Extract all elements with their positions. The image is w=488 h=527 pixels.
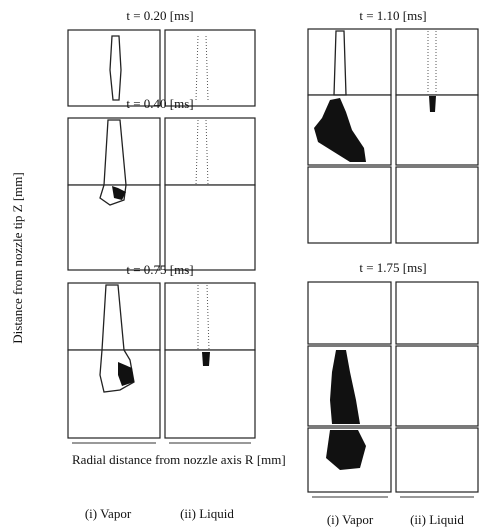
panel <box>67 117 161 186</box>
y-axis-label: Distance from nozzle tip Z [mm] <box>10 172 25 343</box>
panel <box>164 29 256 107</box>
liquid-outline <box>195 119 209 186</box>
panel <box>67 349 161 439</box>
panel <box>307 281 392 345</box>
panel-group <box>307 28 479 244</box>
panel <box>395 345 479 427</box>
panel <box>307 28 392 96</box>
vapor-core <box>112 186 126 200</box>
panel <box>67 29 161 107</box>
panel <box>164 117 256 186</box>
panel <box>164 282 256 351</box>
panel-group <box>67 29 256 107</box>
panel <box>67 282 161 351</box>
panel-group <box>307 281 479 498</box>
panel <box>395 427 479 493</box>
vapor-core <box>330 350 360 424</box>
liquid-outline <box>197 284 210 351</box>
column-label: (i) Vapor <box>85 506 132 521</box>
column-label: (ii) Liquid <box>410 512 464 527</box>
vapor-core <box>118 362 134 386</box>
panel <box>395 28 479 96</box>
panel-title: t = 1.75 [ms] <box>359 260 426 275</box>
x-axis-label: Radial distance from nozzle axis R [mm] <box>72 452 286 467</box>
vapor-core <box>314 98 366 162</box>
vapor-outline <box>99 284 135 393</box>
panel-group <box>67 117 256 271</box>
panel <box>395 281 479 345</box>
panel-title: t = 0.75 [ms] <box>126 262 193 277</box>
vapor-outline <box>99 119 127 206</box>
panel <box>164 184 256 271</box>
vapor-outline <box>333 30 347 96</box>
panel-title: t = 0.40 [ms] <box>126 96 193 111</box>
panel <box>164 349 256 439</box>
liquid-core <box>202 352 210 366</box>
liquid-core <box>429 96 436 112</box>
panel <box>67 184 161 271</box>
column-label: (i) Vapor <box>327 512 374 527</box>
panel <box>307 166 392 244</box>
panel <box>395 94 479 166</box>
panel <box>395 166 479 244</box>
panel-group <box>67 282 256 444</box>
panel-title: t = 0.20 [ms] <box>126 8 193 23</box>
panel-title: t = 1.10 [ms] <box>359 8 426 23</box>
vapor-outline <box>109 35 122 101</box>
vapor-core <box>326 430 366 470</box>
column-label: (ii) Liquid <box>180 506 234 521</box>
